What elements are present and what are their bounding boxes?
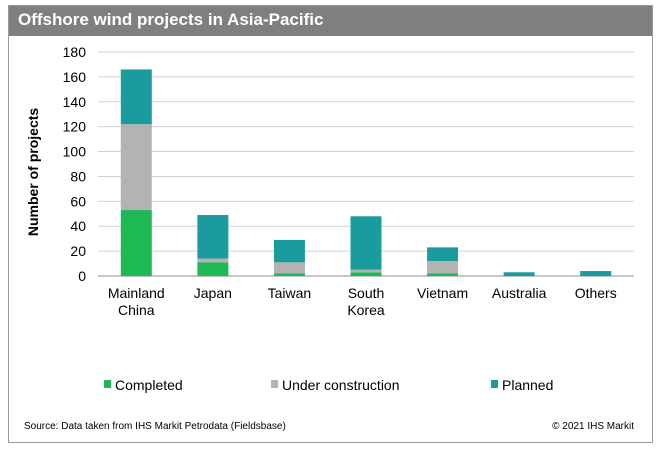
bar-segment [120,210,152,276]
x-tick-label: Vietnam [417,285,468,301]
bar-segment [120,69,152,125]
bar-segment [350,269,382,273]
legend: Completed Under construction Planned [104,377,553,393]
legend-label: Planned [502,377,553,393]
legend-label: Under construction [282,377,400,393]
y-tick-label: 140 [63,94,87,110]
bar-segment [427,273,459,276]
chart-title: Offshore wind projects in Asia-Pacific [18,10,324,29]
x-tick-label: Taiwan [268,285,312,301]
x-tick-label: Japan [194,285,232,301]
bars [120,69,612,276]
x-tick-label: Mainland China [108,285,165,318]
y-tick-label: 0 [78,268,86,284]
bar-segment [427,261,459,274]
bar-segment [120,124,152,211]
copyright-note: © 2021 IHS Markit [552,421,634,432]
y-tick-label: 40 [70,218,86,234]
chart-frame: Offshore wind projects in Asia-Pacific [8,5,653,443]
legend-swatch [104,380,111,388]
bar-segment [350,216,382,270]
y-tick-label: 60 [70,193,86,209]
bar-segment [197,215,229,259]
x-ticks: Mainland China Japan Taiwan South Korea Vietna… [108,285,617,318]
bar-segment [197,262,229,276]
bar-segment [503,272,535,276]
x-tick-label: Australia [492,285,547,301]
title-bar: Offshore wind projects in Asia-Pacific [9,6,652,36]
bar-segment [273,239,305,263]
bar-segment [580,271,612,276]
grid [98,51,634,277]
bar-segment [427,247,459,262]
y-tick-label: 160 [63,69,87,85]
source-note: Source: Data taken from IHS Markit Petro… [24,421,286,432]
legend-label: Completed [115,377,183,393]
y-tick-label: 100 [63,144,87,160]
y-tick-label: 80 [70,168,86,184]
y-tick-label: 20 [70,243,86,259]
bar-segment [273,262,305,274]
y-tick-label: 180 [63,44,87,60]
bar-segment [197,258,229,263]
x-tick-label: South Korea [347,285,385,318]
legend-swatch [271,380,278,388]
legend-swatch [491,380,498,388]
bar-segment [273,273,305,276]
y-ticks: 0 20 40 60 80 100 120 140 160 180 [63,44,87,284]
bar-segment [350,272,382,276]
y-axis-label: Number of projects [25,108,41,237]
x-tick-label: Others [575,285,617,301]
y-tick-label: 120 [63,119,87,135]
